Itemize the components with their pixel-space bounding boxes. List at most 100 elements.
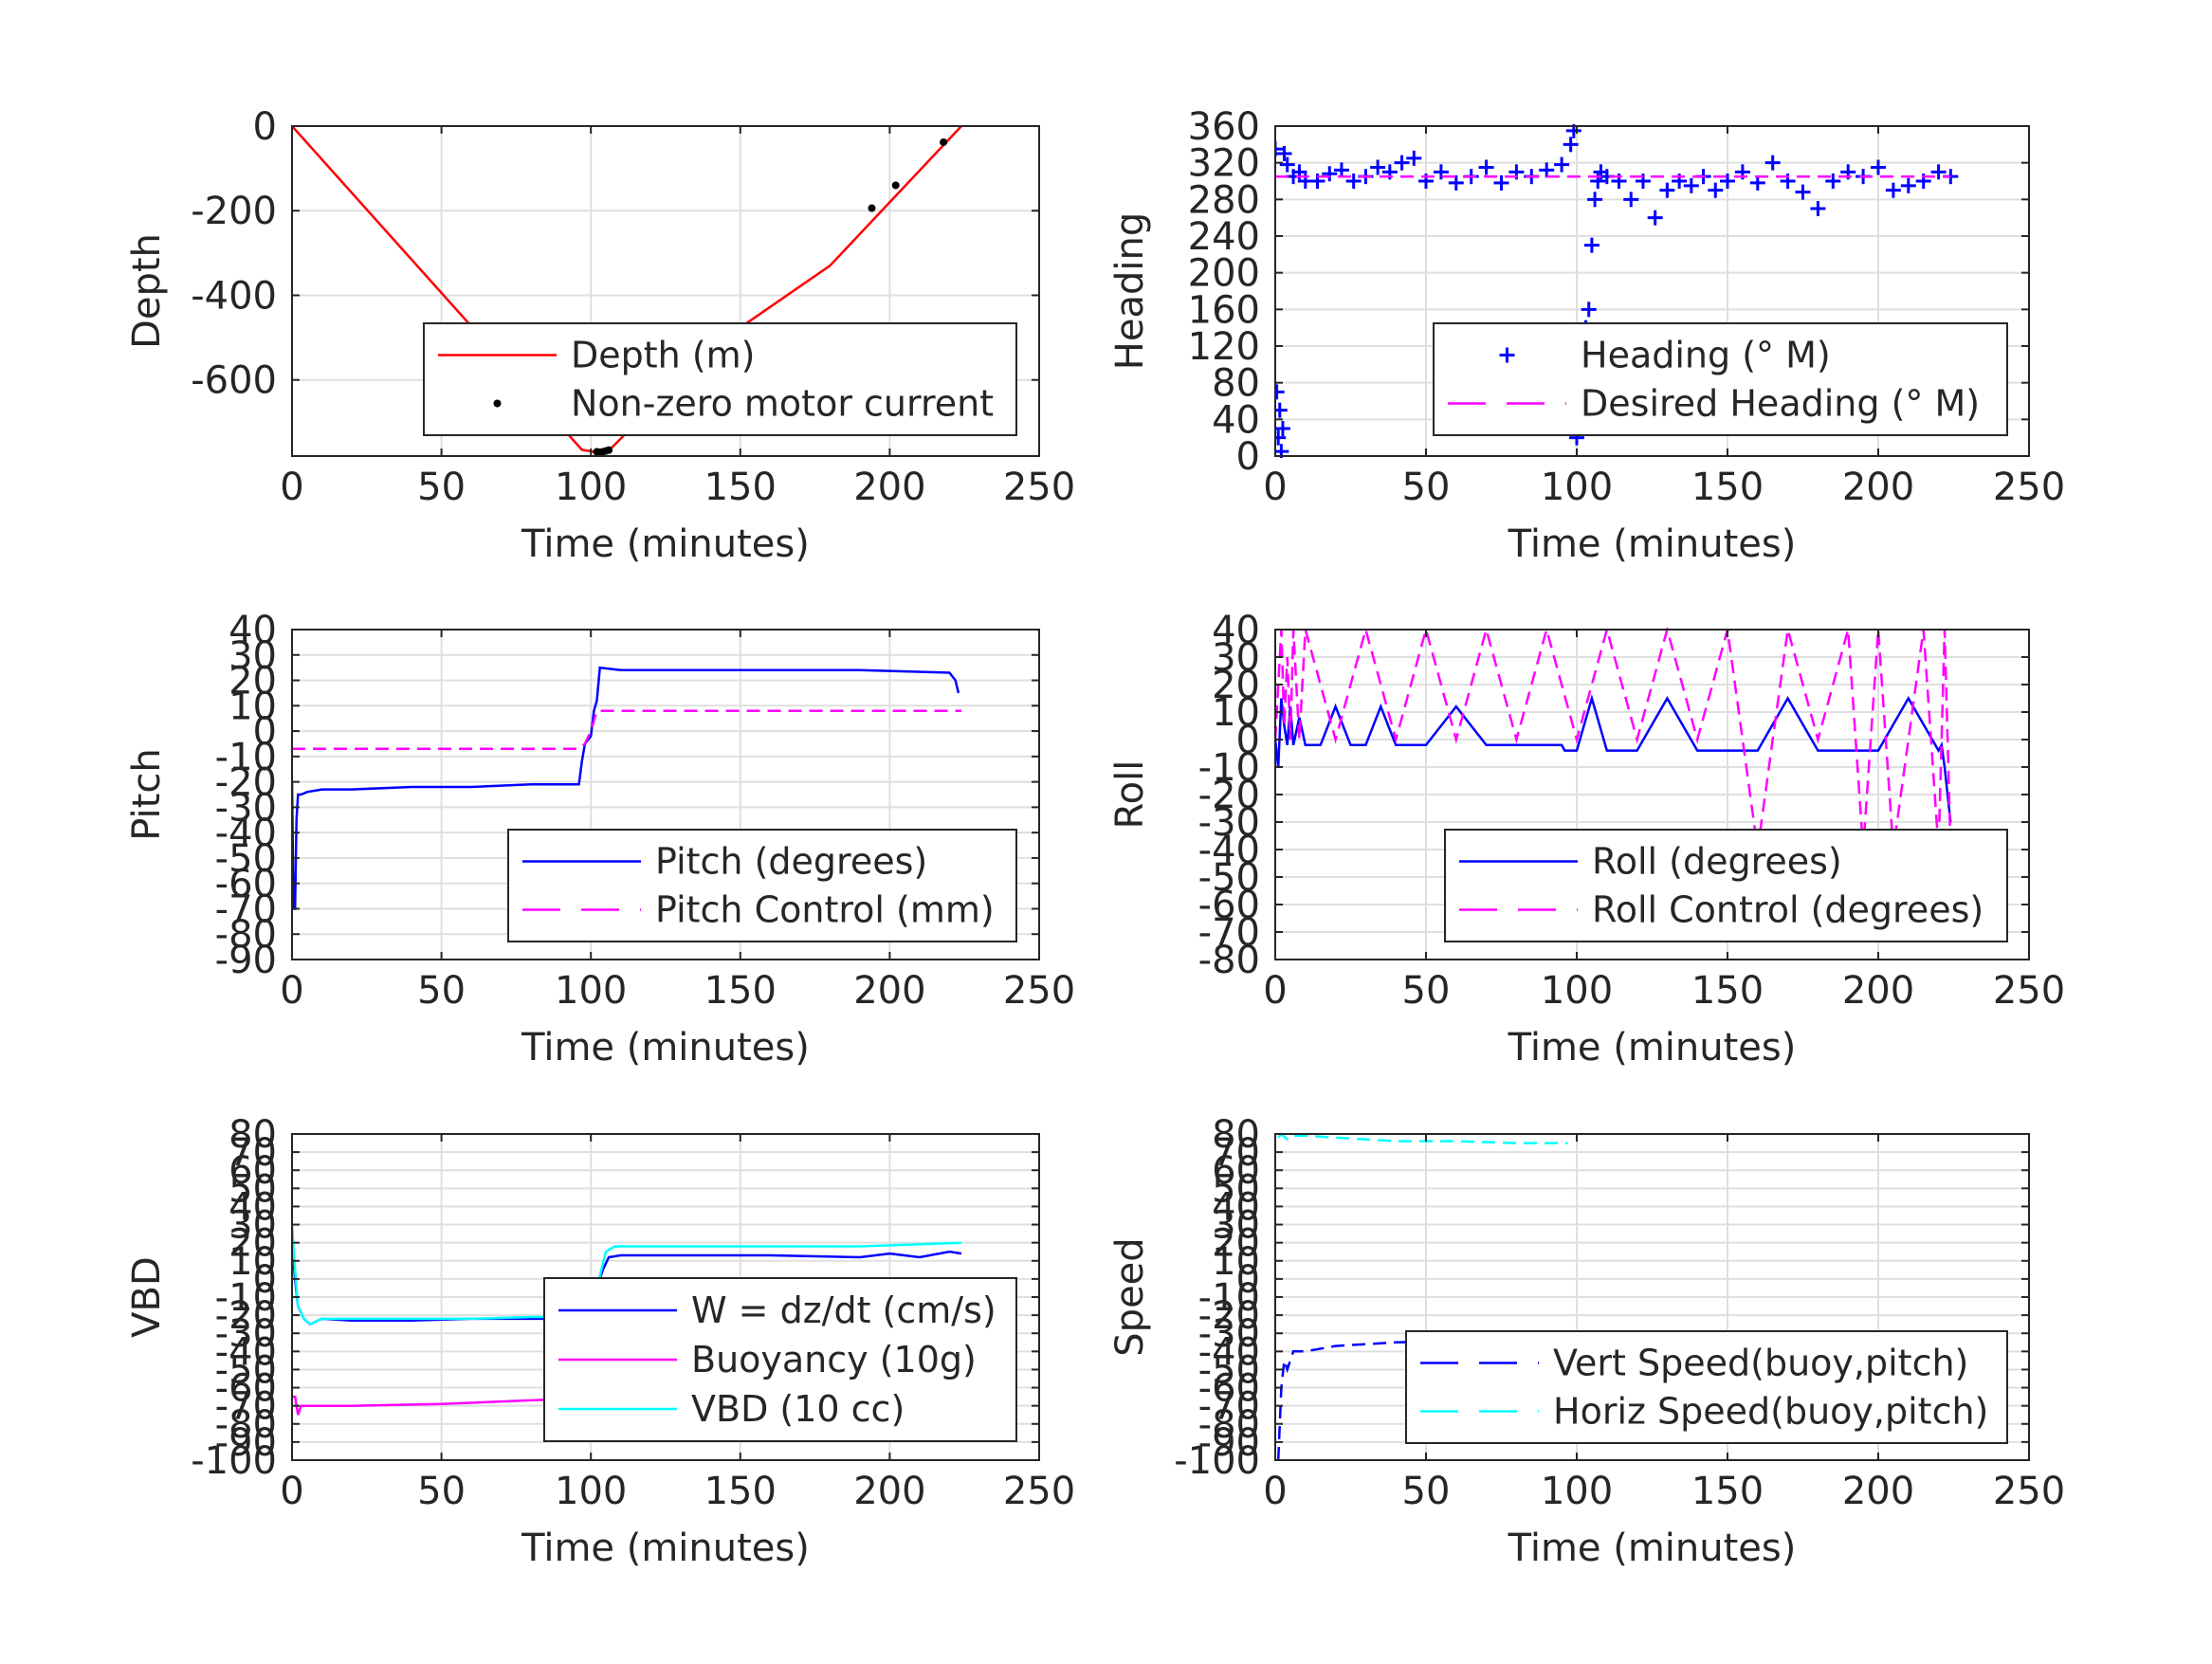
x-tick-label: 50: [417, 969, 466, 1013]
series-heading-m-point: [1370, 159, 1386, 175]
legend-swatch: [493, 399, 502, 408]
y-tick-label: -70: [215, 1385, 277, 1429]
y-tick-label: -60: [215, 863, 277, 906]
y-tick-label: -90: [1198, 1421, 1260, 1465]
legend: Depth (m) Non-zero motor current: [423, 322, 1017, 436]
x-axis-label: Time (minutes): [521, 1026, 810, 1070]
legend-box: [507, 829, 1017, 942]
y-tick-label: -80: [1198, 1403, 1260, 1447]
y-tick-label: 360: [1188, 105, 1260, 149]
y-tick-label: 10: [1212, 691, 1260, 735]
series-heading-m-point: [1581, 302, 1597, 318]
series-heading-m-point: [1583, 237, 1600, 253]
series-heading-m-point: [1539, 162, 1555, 178]
x-tick-label: 50: [417, 1470, 466, 1513]
series-heading-m-point: [1683, 177, 1699, 193]
legend: Pitch (degrees) Pitch Control (mm): [507, 829, 1017, 942]
axes-box: [291, 125, 1040, 457]
series-heading-m-point: [1478, 159, 1494, 175]
series-heading-m-point: [1275, 421, 1290, 436]
x-tick-label: 250: [1003, 1470, 1075, 1513]
series-pitch-control-mm-line: [292, 709, 961, 751]
x-tick-label: 250: [1003, 466, 1075, 509]
y-tick-label: 0: [253, 1258, 277, 1302]
y-tick-label: -50: [1198, 856, 1260, 900]
legend-swatch: [1499, 347, 1515, 363]
y-tick-label: -80: [215, 913, 277, 957]
series-group: [292, 666, 961, 910]
legend-label: Desired Heading (° M): [1581, 383, 1980, 425]
y-tick-label: 160: [1188, 288, 1260, 332]
legend-label: Depth (m): [571, 335, 756, 376]
y-tick-label: 40: [1212, 398, 1260, 442]
x-tick-label: 200: [1842, 1470, 1914, 1513]
panel-roll: 0 50 100 150 200 250403020100-10-20-30-40-50-…: [1108, 609, 2065, 1070]
legend-label: Roll (degrees): [1592, 841, 1842, 883]
x-tick-label: 50: [417, 466, 466, 509]
legend-box: [1444, 829, 2008, 942]
y-tick-label: 20: [1212, 664, 1260, 707]
legend: W = dz/dt (cm/s) Buoyancy (10g) VBD (10 cc…: [543, 1277, 1017, 1442]
series-heading-m-point: [1406, 150, 1422, 166]
y-tick-label: -10: [215, 1276, 277, 1320]
y-tick-label: -30: [215, 786, 277, 830]
series-heading-m-point: [1433, 164, 1449, 180]
legend-entry: Buoyancy (10g): [558, 1339, 977, 1381]
y-tick-label: -30: [1198, 801, 1260, 845]
series-heading-m-point: [1885, 182, 1901, 198]
series-heading-m-point: [1795, 184, 1811, 200]
x-tick-label: 100: [555, 466, 627, 509]
x-tick-label: 0: [1263, 969, 1287, 1013]
y-tick-label: -30: [215, 1312, 277, 1356]
x-tick-label: 0: [280, 466, 303, 509]
y-tick-label: 0: [253, 710, 277, 754]
x-tick-label: 150: [1691, 969, 1764, 1013]
y-tick-label: 20: [229, 660, 277, 704]
panel-depth: 0 50 100 150 200 250 0 -200 -400 -600 Time (minute…: [125, 105, 1075, 566]
series-heading-m-point: [1275, 384, 1285, 400]
series-non-zero-motor-current-point: [891, 181, 900, 190]
y-tick-label: 10: [229, 685, 277, 728]
legend-entry: Desired Heading (° M): [1448, 383, 1980, 425]
x-tick-label: 200: [853, 969, 925, 1013]
y-tick-label: 120: [1188, 325, 1260, 369]
axes-box: [1274, 125, 2030, 457]
legend-label: W = dz/dt (cm/s): [691, 1289, 996, 1331]
y-tick-label: -10: [1198, 1276, 1260, 1320]
series-group: [1276, 1132, 1568, 1461]
y-tick-label: -40: [1198, 1330, 1260, 1374]
y-tick-label: 30: [1212, 1204, 1260, 1248]
y-tick-label: -60: [215, 1367, 277, 1411]
x-axis-label: Time (minutes): [1508, 522, 1797, 566]
legend-label: Pitch Control (mm): [655, 889, 995, 931]
series-heading-m-point: [1764, 155, 1781, 171]
x-tick-label: 50: [1402, 969, 1451, 1013]
y-tick-label: 70: [229, 1131, 277, 1175]
legend-box: [1405, 1330, 2008, 1444]
x-tick-label: 150: [704, 466, 777, 509]
y-tick-label: 50: [1212, 1167, 1260, 1211]
series-heading-m-point: [1708, 182, 1724, 198]
legend-label: Horiz Speed(buoy,pitch): [1553, 1391, 1988, 1433]
y-tick-label: -200: [191, 190, 277, 233]
y-tick-label: 0: [1236, 435, 1260, 479]
legend-entry: Vert Speed(buoy,pitch): [1420, 1343, 1968, 1384]
x-tick-label: 100: [555, 1470, 627, 1513]
legend-label: Non-zero motor current: [571, 383, 994, 425]
legend-label: VBD (10 cc): [691, 1388, 905, 1430]
panel-vbd: 0 50 100 150 200 25080706050403020100-10-20-3…: [125, 1113, 1075, 1570]
series-heading-m-point: [1275, 402, 1288, 418]
y-tick-label: 200: [1188, 252, 1260, 296]
y-tick-label: 10: [229, 1240, 277, 1284]
y-tick-label: 40: [229, 609, 277, 652]
legend-label: Heading (° M): [1581, 335, 1831, 376]
y-tick-label: -50: [215, 837, 277, 881]
y-tick-label: -60: [1198, 884, 1260, 927]
x-axis-label: Time (minutes): [1508, 1026, 1797, 1070]
panel-pitch: 0 50 100 150 200 250403020100-10-20-30-40-50-…: [125, 609, 1075, 1070]
legend-label: Roll Control (degrees): [1592, 889, 1983, 931]
y-tick-label: -100: [1174, 1439, 1260, 1483]
series-non-zero-motor-current-point: [940, 137, 948, 146]
y-tick-label: 80: [1212, 1113, 1260, 1157]
series-heading-m-point: [1276, 146, 1292, 161]
